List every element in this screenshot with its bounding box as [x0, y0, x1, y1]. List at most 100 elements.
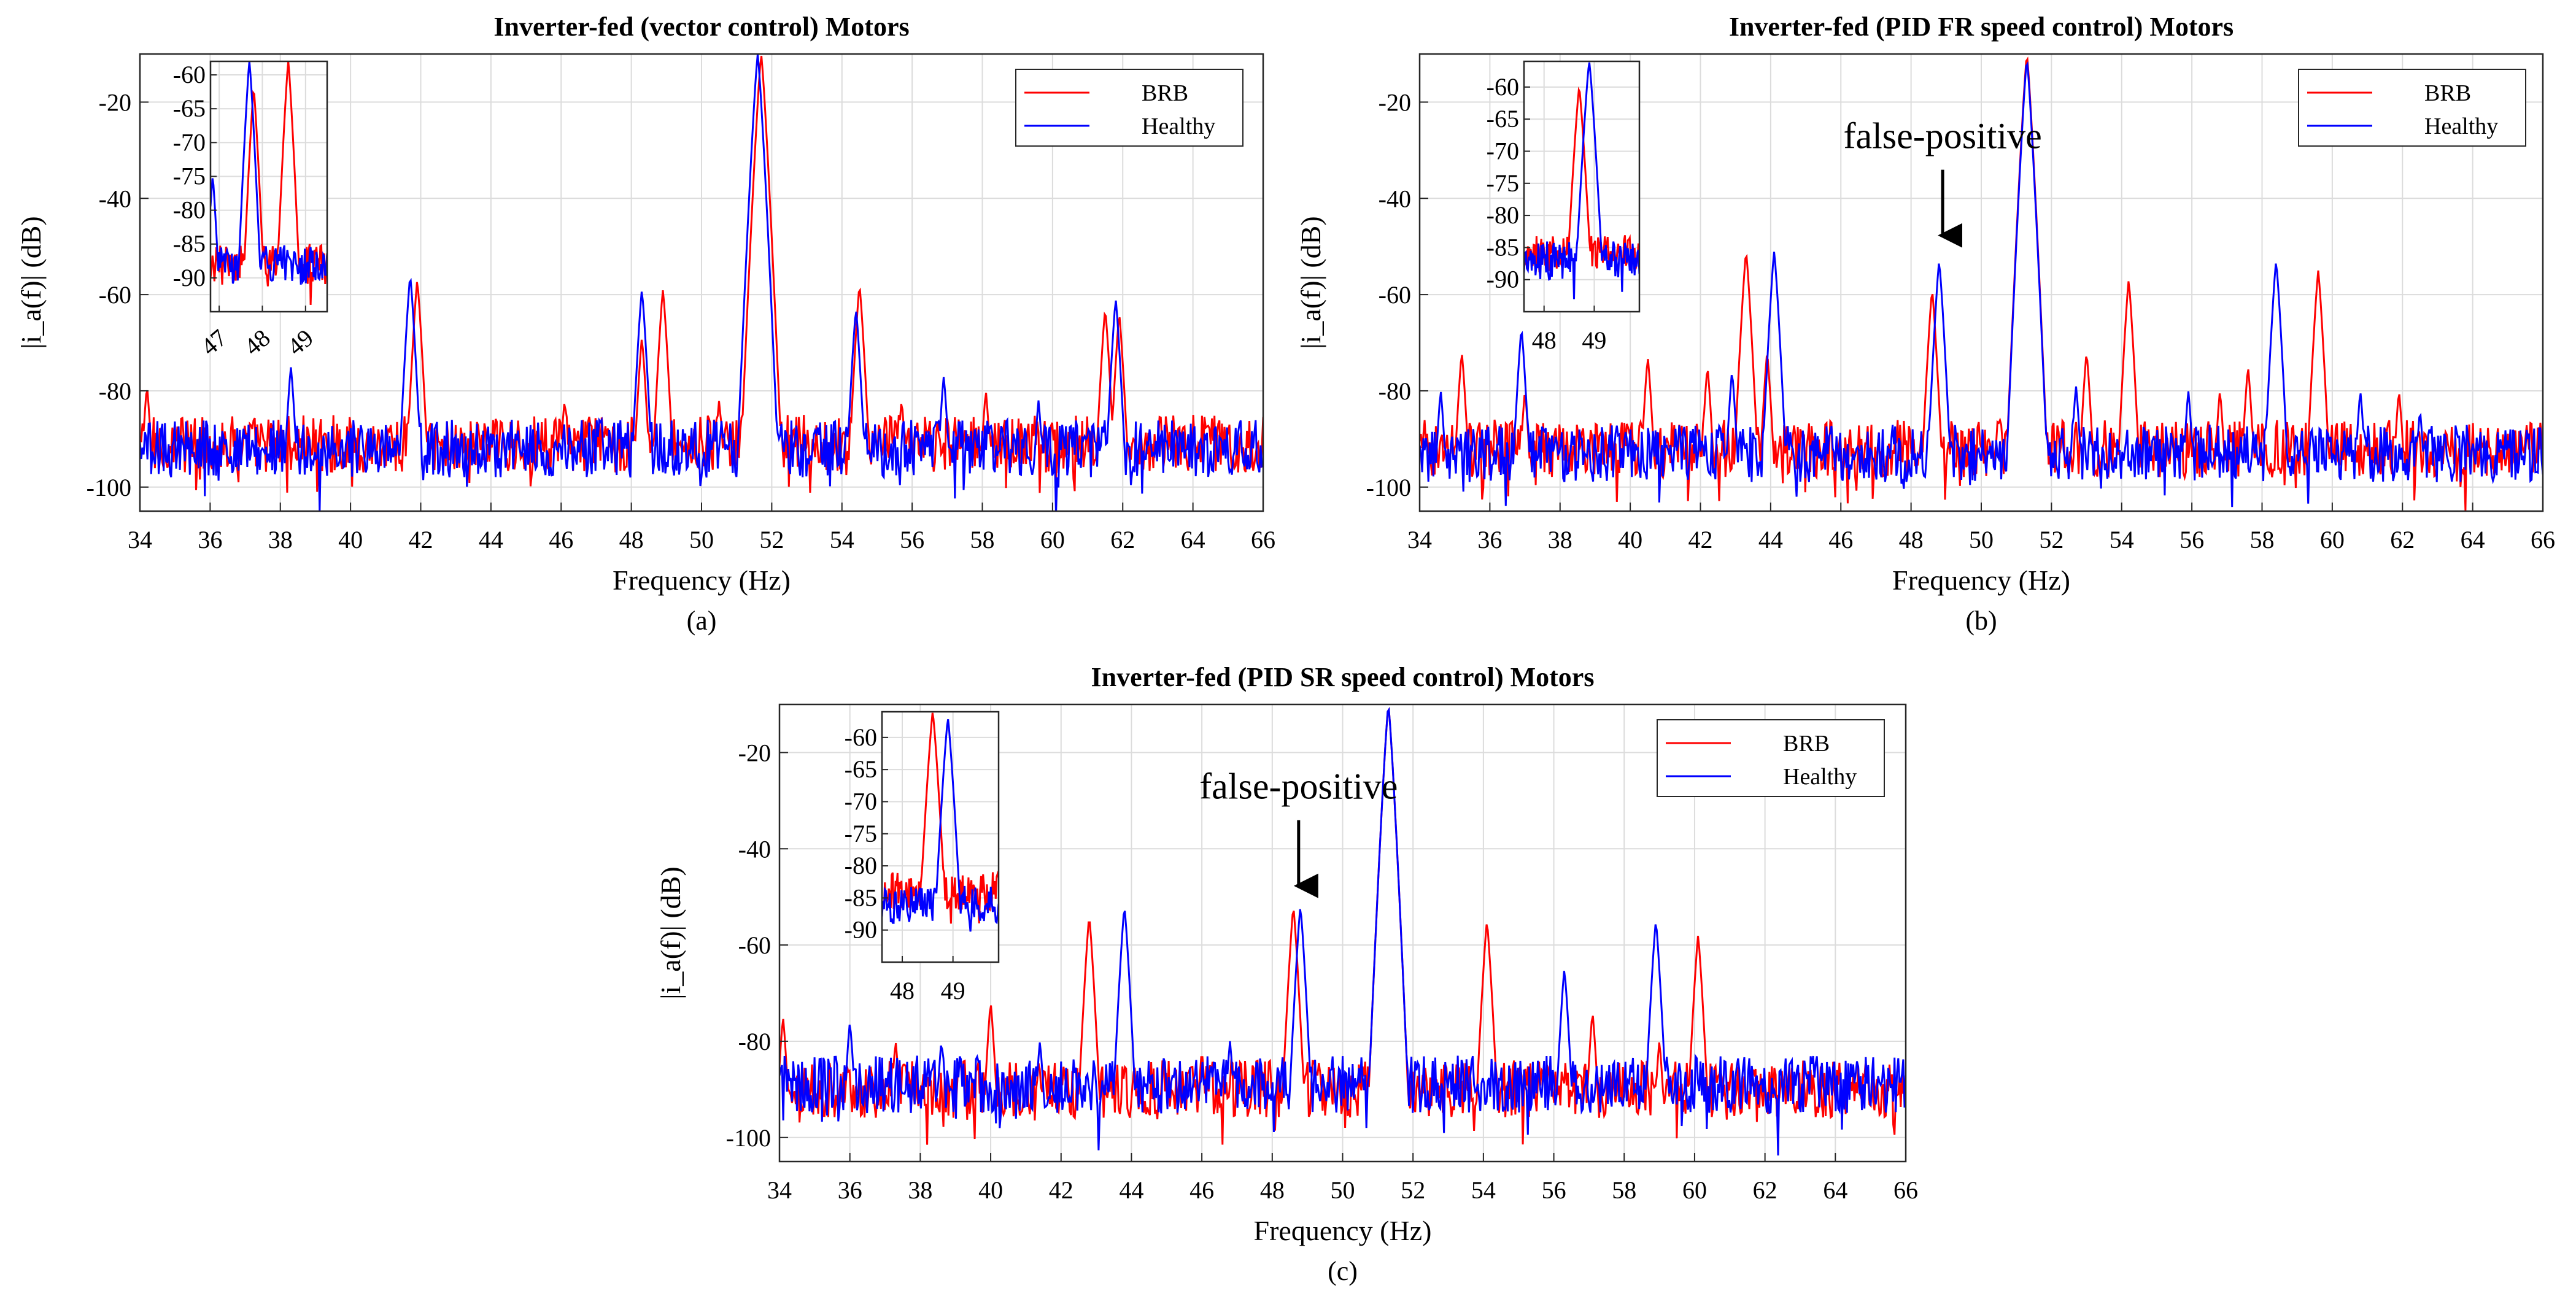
inset-background — [1524, 61, 1639, 312]
inset-y-tick-label: -65 — [173, 94, 206, 122]
panel-a: 34 36 38 40 42 44 46 48 50 52 54 56 58 60 62 64 66 -20 -40… — [15, 12, 1275, 636]
x-tick-label: 56 — [2180, 526, 2204, 553]
y-tick-label: -40 — [1379, 185, 1411, 212]
x-tick-label: 60 — [1682, 1176, 1707, 1204]
y-tick-label: -60 — [1379, 281, 1411, 309]
x-tick-label: 50 — [689, 526, 714, 553]
legend-box — [2298, 69, 2526, 147]
x-tick-label: 38 — [908, 1176, 932, 1204]
panel-caption: (a) — [687, 606, 717, 636]
inset-y-tick-label: -85 — [1487, 233, 1519, 261]
inset-y-tick-label: -70 — [1487, 137, 1519, 164]
x-tick-label: 50 — [1331, 1176, 1355, 1204]
legend-label-brb: BRB — [1783, 731, 1830, 757]
y-axis-label: |i_a(f)| (dB) — [655, 866, 686, 999]
legend: BRB Healthy — [2298, 69, 2526, 147]
inset-y-tick-label: -70 — [173, 128, 206, 156]
inset-series-line-healthy — [882, 719, 999, 932]
inset-y-tick-label: -90 — [173, 264, 206, 291]
legend: BRB Healthy — [1657, 719, 1885, 797]
inset-y-tick-label: -90 — [1487, 266, 1519, 293]
legend-label-healthy: Healthy — [1142, 114, 1215, 139]
y-tick-label: -100 — [726, 1124, 771, 1152]
chart-title: Inverter-fed (vector control) Motors — [493, 12, 909, 42]
x-tick-label: 46 — [1189, 1176, 1214, 1204]
y-tick-label: -20 — [99, 88, 131, 116]
panel-c: 34 36 38 40 42 44 46 48 50 52 54 56 58 60 62 64 66 -20 -40… — [655, 662, 1918, 1286]
legend: BRB Healthy — [1015, 69, 1244, 147]
x-tick-label: 42 — [409, 526, 433, 553]
x-tick-label: 44 — [479, 526, 503, 553]
inset-y-tick-label: -80 — [845, 852, 877, 879]
y-tick-label: -80 — [738, 1028, 771, 1055]
y-tick-label: -100 — [87, 474, 131, 501]
inset-chart: -60 -65 -70 -75 -80 -85 -90 48 49 — [1487, 60, 1641, 354]
x-tick-label: 40 — [1618, 526, 1642, 553]
x-tick-label: 34 — [1407, 526, 1432, 553]
legend-box — [1015, 69, 1244, 147]
chart-title: Inverter-fed (PID FR speed control) Moto… — [1729, 12, 2234, 42]
series-line-healthy — [140, 54, 1263, 511]
inset-axes-box — [881, 711, 1000, 963]
x-tick-label: 64 — [1823, 1176, 1847, 1204]
inset-y-tick-label: -60 — [1487, 73, 1519, 101]
legend-label-healthy: Healthy — [2424, 114, 2498, 139]
x-tick-label: 40 — [338, 526, 363, 553]
x-axis-label: Frequency (Hz) — [1254, 1215, 1432, 1246]
x-tick-label: 52 — [2039, 526, 2064, 553]
x-tick-label: 36 — [198, 526, 222, 553]
x-tick-label: 66 — [2531, 526, 2555, 553]
legend-label-brb: BRB — [1142, 80, 1188, 106]
x-tick-label: 54 — [1471, 1176, 1496, 1204]
y-tick-label: -80 — [1379, 377, 1411, 405]
x-tick-label: 40 — [978, 1176, 1003, 1204]
x-tick-label: 58 — [970, 526, 995, 553]
y-tick-label: -20 — [1379, 88, 1411, 116]
x-tick-label: 42 — [1688, 526, 1713, 553]
x-tick-label: 56 — [900, 526, 924, 553]
y-tick-label: -100 — [1366, 474, 1411, 501]
inset-y-tick-label: -75 — [1487, 169, 1519, 197]
inset-y-tick-label: -65 — [1487, 105, 1519, 133]
inset-x-tick-label: 48 — [890, 977, 915, 1004]
inset-y-tick-label: -60 — [173, 61, 206, 88]
x-tick-label: 58 — [1612, 1176, 1636, 1204]
y-tick-label: -80 — [99, 377, 131, 405]
x-tick-label: 46 — [1828, 526, 1853, 553]
chart-title: Inverter-fed (PID SR speed control) Moto… — [1091, 662, 1595, 692]
inset-x-tick-label: 49 — [941, 977, 965, 1004]
x-tick-label: 64 — [2461, 526, 2485, 553]
x-tick-label: 50 — [1969, 526, 1994, 553]
y-tick-label: -20 — [738, 739, 771, 766]
x-tick-label: 58 — [2250, 526, 2275, 553]
y-axis-label: |i_a(f)| (dB) — [1295, 216, 1326, 349]
x-tick-label: 34 — [767, 1176, 792, 1204]
x-tick-label: 54 — [830, 526, 854, 553]
legend-label-healthy: Healthy — [1783, 764, 1857, 790]
x-tick-label: 60 — [2320, 526, 2345, 553]
annotation-text: false-positive — [1843, 116, 2041, 156]
x-tick-label: 52 — [759, 526, 784, 553]
x-tick-label: 66 — [1251, 526, 1275, 553]
x-tick-label: 36 — [838, 1176, 862, 1204]
x-tick-label: 36 — [1477, 526, 1502, 553]
inset-y-tick-label: -70 — [845, 787, 877, 815]
x-tick-label: 60 — [1040, 526, 1065, 553]
inset-series-line-healthy — [211, 61, 327, 285]
panel-caption: (b) — [1965, 606, 1997, 636]
inset-y-tick-label: -75 — [845, 820, 877, 847]
x-tick-label: 64 — [1181, 526, 1205, 553]
annotation-text: false-positive — [1199, 766, 1398, 807]
inset-axes-box — [209, 60, 328, 313]
series-line-healthy — [779, 707, 1906, 1156]
x-tick-label: 34 — [128, 526, 152, 553]
inset-y-tick-label: -80 — [1487, 201, 1519, 229]
x-tick-label: 62 — [1110, 526, 1135, 553]
inset-x-tick-label: 48 — [1532, 326, 1557, 354]
y-axis-label: |i_a(f)| (dB) — [15, 216, 47, 349]
inset-y-tick-label: -90 — [845, 916, 877, 944]
x-tick-label: 42 — [1049, 1176, 1073, 1204]
x-tick-label: 48 — [1260, 1176, 1285, 1204]
inset-y-tick-label: -80 — [173, 196, 206, 224]
